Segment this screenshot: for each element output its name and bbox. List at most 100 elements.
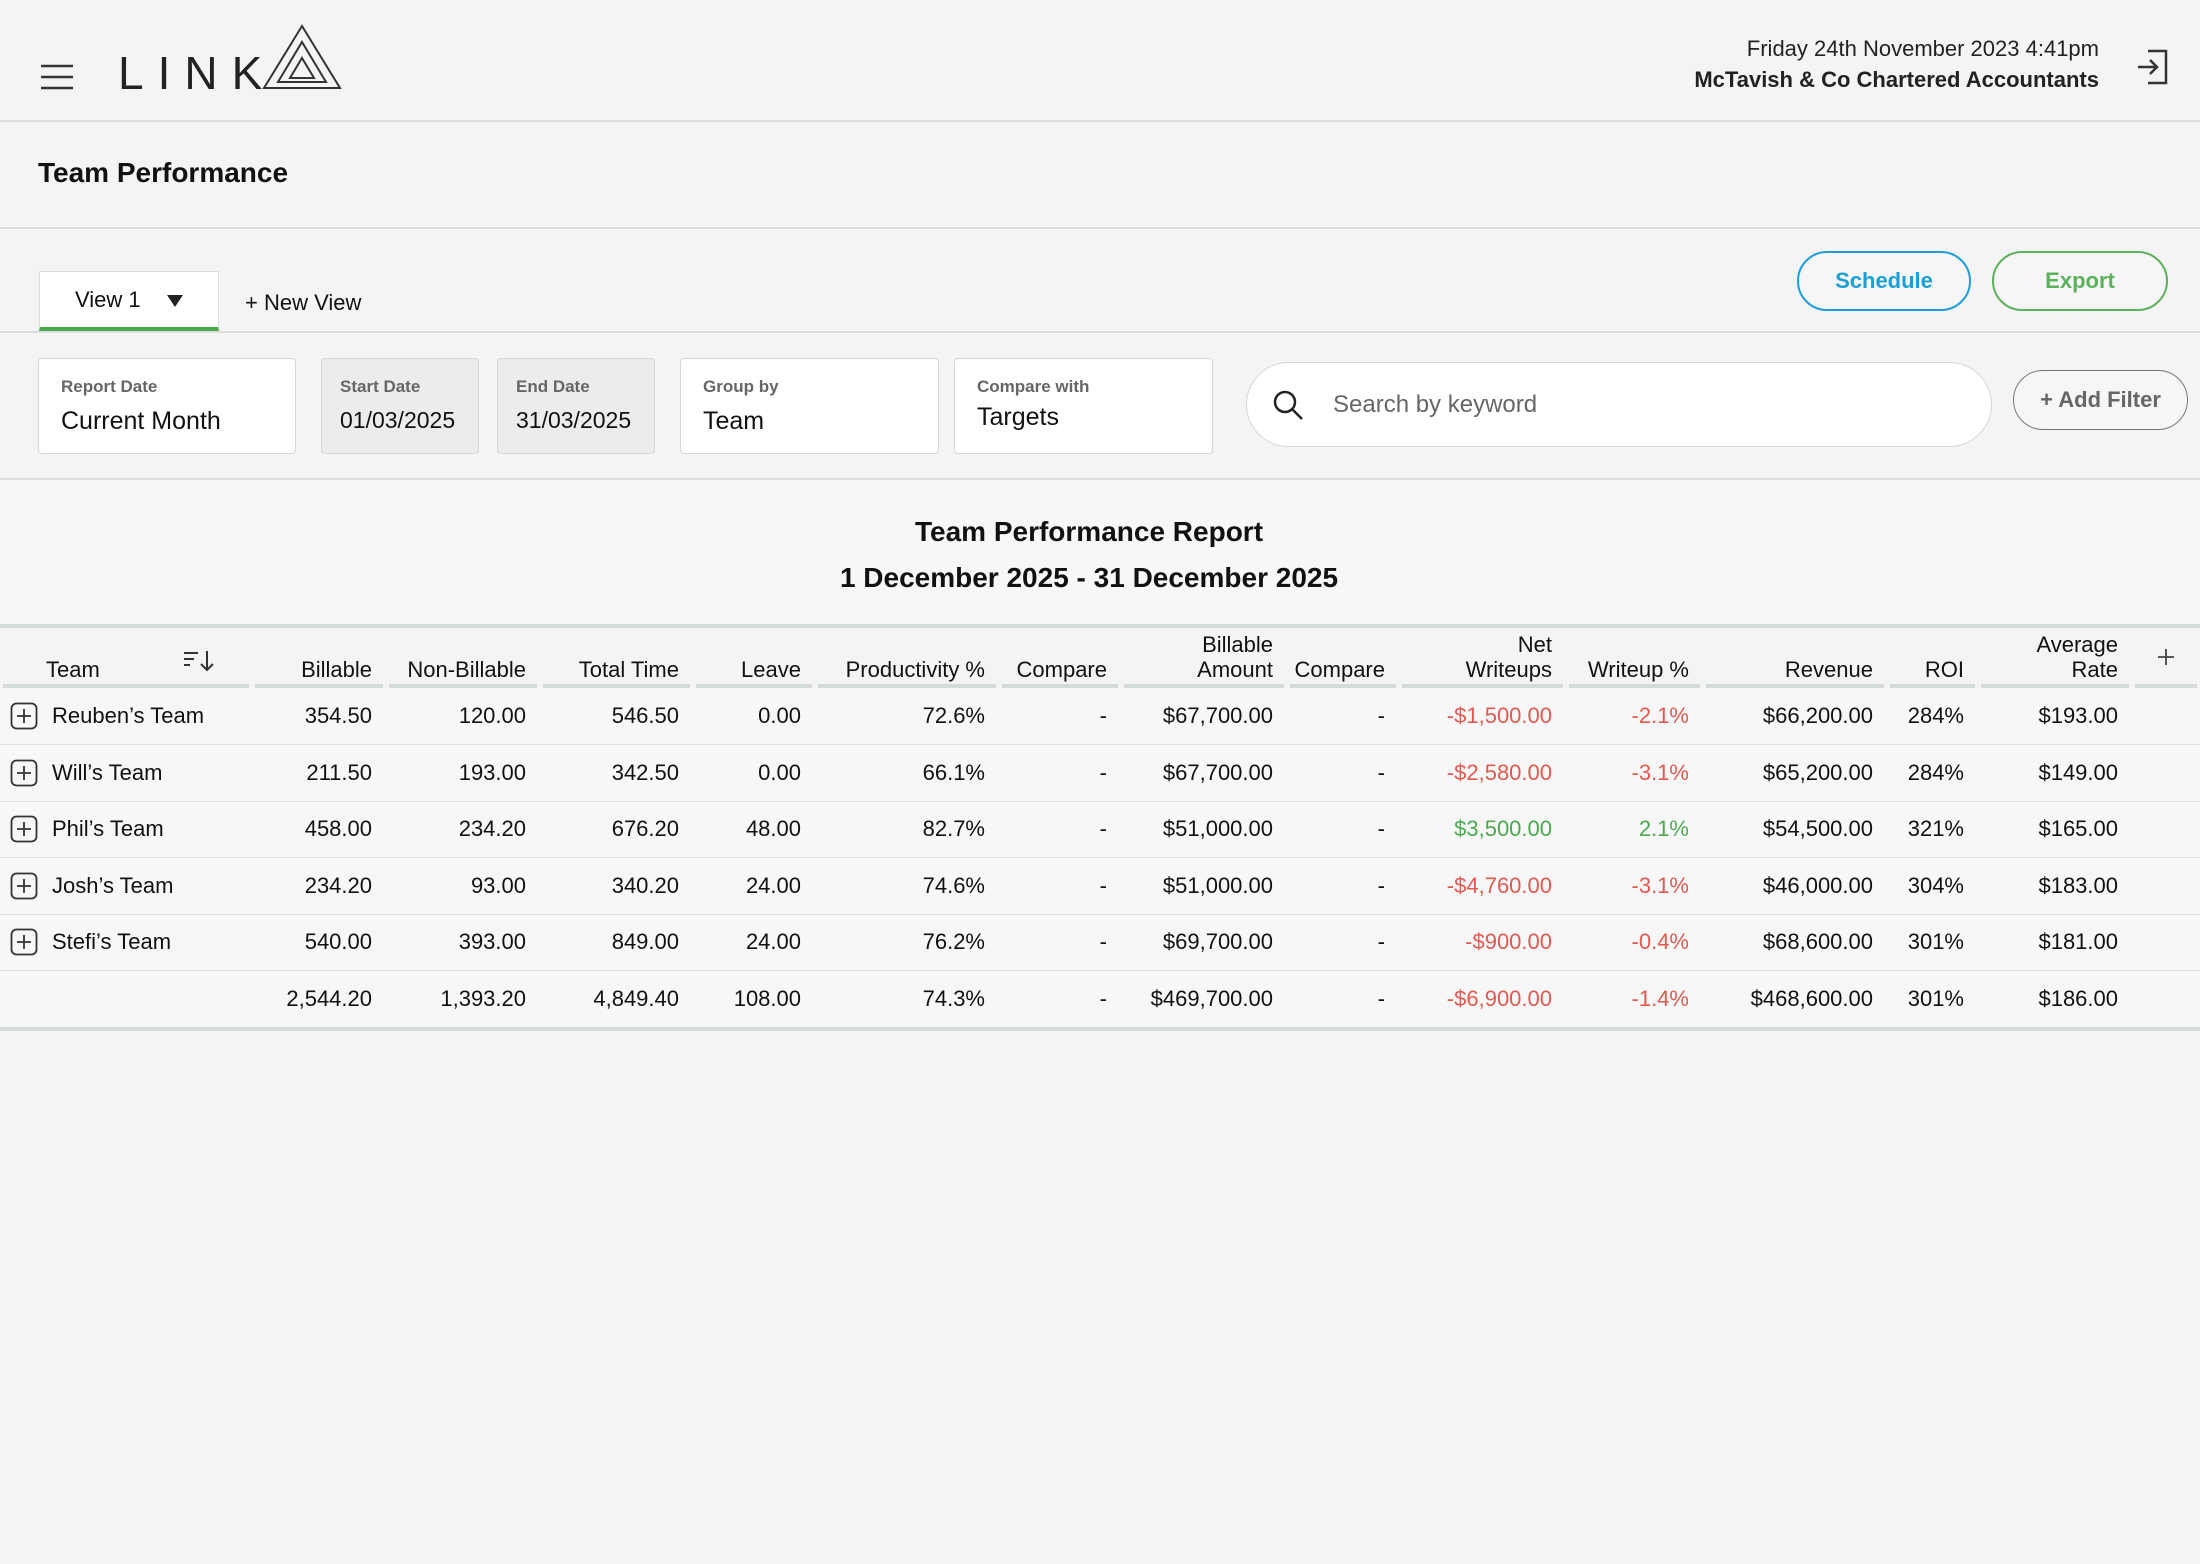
total-cell: 301% [1887,970,1978,1031]
search-icon [1273,390,1303,420]
cell: 193.00 [386,744,540,802]
cell: $67,700.00 [1121,688,1287,745]
column-header: ROI [1887,626,1978,688]
column-label: Writeup % [1587,657,1689,682]
cell: - [999,688,1121,745]
logo-mark [262,24,342,89]
column-label: Non-Billable [407,657,526,682]
team-name: Phil’s Team [52,816,164,842]
total-cell: 4,849.40 [540,970,693,1031]
cell: - [999,857,1121,915]
filter-report-date[interactable]: Report Date Current Month [38,358,296,454]
filter-value: 31/03/2025 [516,407,632,433]
total-cell: 74.3% [815,970,999,1031]
cell: $51,000.00 [1121,857,1287,915]
total-cell: 108.00 [693,970,815,1031]
team-cell: Will’s Team [0,744,252,802]
cell: 540.00 [252,914,386,971]
cell: $65,200.00 [1703,744,1887,802]
empty-cell [0,970,252,1031]
cell: -$4,760.00 [1399,857,1566,915]
expand-icon[interactable] [10,759,38,787]
cell: 340.20 [540,857,693,915]
cell: -3.1% [1566,857,1703,915]
expand-icon[interactable] [10,928,38,956]
cell: - [1287,914,1399,971]
team-name: Reuben’s Team [52,703,205,729]
filter-compare-with[interactable]: Compare with Targets [954,358,1213,454]
cell: $183.00 [1978,857,2132,915]
cell: - [999,914,1121,971]
search-box[interactable]: Search by keyword [1246,362,1992,447]
filter-start-date[interactable]: Start Date 01/03/2025 [321,358,479,454]
cell: 284% [1887,744,1978,802]
team-cell: Phil’s Team [0,801,252,858]
cell: - [1287,744,1399,802]
empty-cell [2132,914,2200,971]
filter-label: Compare with [977,377,1090,396]
column-label: Billable [301,657,372,682]
filter-end-date[interactable]: End Date 31/03/2025 [497,358,655,454]
total-cell: -1.4% [1566,970,1703,1031]
total-cell: 2,544.20 [252,970,386,1031]
column-header: Team [0,626,252,688]
total-cell: - [999,970,1121,1031]
cell: $181.00 [1978,914,2132,971]
filter-group-by[interactable]: Group by Team [680,358,939,454]
add-filter-button[interactable]: + Add Filter [2013,370,2188,430]
cell: -$1,500.00 [1399,688,1566,745]
cell: $67,700.00 [1121,744,1287,802]
total-cell: -$6,900.00 [1399,970,1566,1031]
cell: 676.20 [540,801,693,858]
team-cell: Reuben’s Team [0,688,252,745]
new-view[interactable]: + New View [245,290,362,315]
cell: 342.50 [540,744,693,802]
column-header: Billable [252,626,386,688]
column-label: ROI [1924,657,1964,682]
cell: 321% [1887,801,1978,858]
cell: $149.00 [1978,744,2132,802]
column-label: Compare [1294,657,1385,682]
logout-icon[interactable] [2136,48,2170,86]
cell: 2.1% [1566,801,1703,858]
schedule-button[interactable]: Schedule [1797,251,1971,311]
view-tab[interactable]: View 1 [39,271,219,331]
cell: 76.2% [815,914,999,971]
team-row: Stefi’s Team 540.00 393.00 849.00 24.00 76.2%… [0,914,2200,971]
brand: LINK [118,47,277,99]
cell: $51,000.00 [1121,801,1287,858]
expand-icon[interactable] [10,815,38,843]
cell: -$900.00 [1399,914,1566,971]
team-cell: Stefi’s Team [0,914,252,971]
menu-icon[interactable] [40,64,74,90]
filter-value: Team [703,407,765,435]
dropdown-arrow [166,294,183,307]
empty-cell [2132,857,2200,915]
empty-cell [2132,744,2200,802]
expand-icon[interactable] [10,872,38,900]
team-row: Josh’s Team 234.20 93.00 340.20 24.00 74.6% - $… [0,857,2200,915]
plus-icon[interactable] [2156,647,2176,667]
cell: 546.50 [540,688,693,745]
column-label: Revenue [1784,657,1873,682]
cell: 48.00 [693,801,815,858]
expand-icon[interactable] [10,702,38,730]
filter-label: Report Date [61,377,158,396]
team-row: Phil’s Team 458.00 234.20 676.20 48.00 82.7% -… [0,801,2200,858]
cell: $46,000.00 [1703,857,1887,915]
empty-cell [2132,801,2200,858]
cell: - [1287,688,1399,745]
column-header: Writeup % [1566,626,1703,688]
empty-cell [2132,688,2200,745]
column-label: Leave [741,657,801,682]
sort-icon[interactable] [182,649,216,673]
cell: 301% [1887,914,1978,971]
add-column[interactable] [2132,626,2200,688]
filter-value: Targets [977,403,1059,431]
page-title: Team Performance [38,157,289,188]
export-button[interactable]: Export [1992,251,2168,311]
column-header: Total Time [540,626,693,688]
filter-value: 01/03/2025 [340,407,456,433]
cell: 849.00 [540,914,693,971]
report-title: Team Performance Report [914,516,1264,547]
